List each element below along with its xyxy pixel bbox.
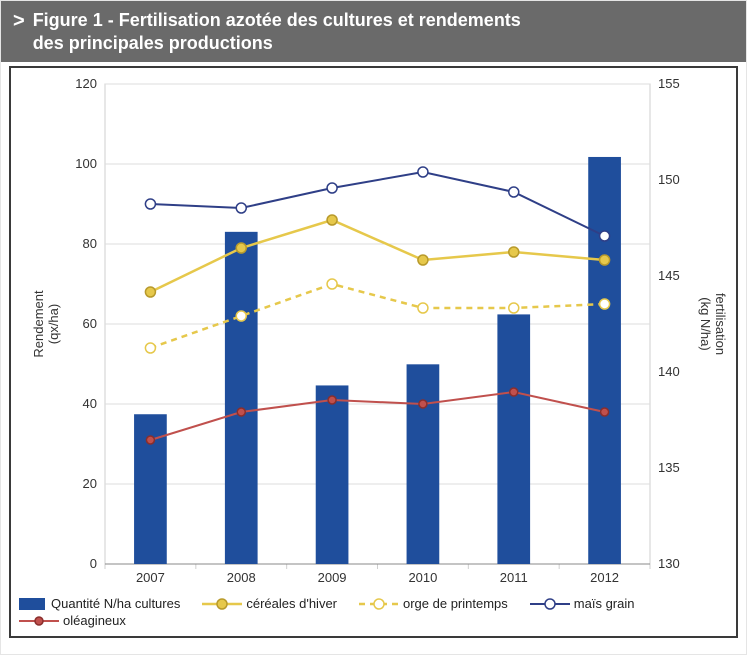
svg-text:145: 145 xyxy=(658,268,680,283)
marker xyxy=(510,388,518,396)
svg-text:2011: 2011 xyxy=(500,570,528,585)
marker xyxy=(328,396,336,404)
svg-text:2008: 2008 xyxy=(227,570,256,585)
marker xyxy=(327,183,337,193)
marker xyxy=(145,343,155,353)
svg-text:2012: 2012 xyxy=(590,570,619,585)
legend-item: Quantité N/ha cultures xyxy=(19,596,180,611)
figure-container: > Figure 1 - Fertilisation azotée des cu… xyxy=(0,0,747,655)
bar xyxy=(407,364,440,564)
svg-text:135: 135 xyxy=(658,460,680,475)
svg-text:2009: 2009 xyxy=(318,570,347,585)
marker xyxy=(236,243,246,253)
svg-text:20: 20 xyxy=(83,476,97,491)
legend-item: orge de printemps xyxy=(359,596,508,611)
svg-text:40: 40 xyxy=(83,396,97,411)
marker xyxy=(327,279,337,289)
svg-text:150: 150 xyxy=(658,172,680,187)
svg-text:140: 140 xyxy=(658,364,680,379)
svg-text:2007: 2007 xyxy=(136,570,165,585)
bar xyxy=(588,157,621,564)
svg-text:155: 155 xyxy=(658,76,680,91)
marker xyxy=(601,408,609,416)
svg-text:fertilisation: fertilisation xyxy=(713,293,728,355)
legend-item: oléagineux xyxy=(19,613,126,628)
bar xyxy=(497,314,530,564)
marker xyxy=(600,299,610,309)
title-line-1: Figure 1 - Fertilisation azotée des cult… xyxy=(33,10,521,30)
marker xyxy=(600,255,610,265)
legend-item: maïs grain xyxy=(530,596,635,611)
svg-text:60: 60 xyxy=(83,316,97,331)
bar xyxy=(316,385,349,564)
marker xyxy=(237,408,245,416)
svg-text:0: 0 xyxy=(90,556,97,571)
svg-text:120: 120 xyxy=(75,76,97,91)
svg-text:2010: 2010 xyxy=(408,570,437,585)
legend-label: oléagineux xyxy=(63,613,126,628)
marker xyxy=(236,311,246,321)
svg-text:(kg N/ha): (kg N/ha) xyxy=(698,297,713,350)
svg-text:Rendement: Rendement xyxy=(31,290,46,358)
svg-text:100: 100 xyxy=(75,156,97,171)
marker xyxy=(418,167,428,177)
chart-outer: 0 20 40 60 80 100 120 130 135 140 145 150 155 2007 200… xyxy=(1,62,746,642)
legend-label: céréales d'hiver xyxy=(246,596,337,611)
marker xyxy=(419,400,427,408)
marker xyxy=(146,436,154,444)
marker xyxy=(509,187,519,197)
svg-text:130: 130 xyxy=(658,556,680,571)
marker xyxy=(418,303,428,313)
marker xyxy=(509,247,519,257)
legend-item: céréales d'hiver xyxy=(202,596,337,611)
marker xyxy=(145,287,155,297)
marker xyxy=(418,255,428,265)
marker xyxy=(236,203,246,213)
marker xyxy=(145,199,155,209)
svg-text:80: 80 xyxy=(83,236,97,251)
svg-text:(qx/ha): (qx/ha) xyxy=(46,304,61,344)
legend-label: orge de printemps xyxy=(403,596,508,611)
chart-svg: 0 20 40 60 80 100 120 130 135 140 145 150 155 2007 200… xyxy=(15,74,730,594)
legend: Quantité N/ha cultures céréales d'hiver or… xyxy=(15,594,732,632)
marker xyxy=(600,231,610,241)
title-line-2: des principales productions xyxy=(33,33,273,53)
figure-title: Figure 1 - Fertilisation azotée des cult… xyxy=(33,9,521,54)
legend-label: Quantité N/ha cultures xyxy=(51,596,180,611)
marker xyxy=(327,215,337,225)
figure-header: > Figure 1 - Fertilisation azotée des cu… xyxy=(1,1,746,62)
chevron-icon: > xyxy=(13,9,25,33)
marker xyxy=(509,303,519,313)
legend-label: maïs grain xyxy=(574,596,635,611)
chart-border: 0 20 40 60 80 100 120 130 135 140 145 150 155 2007 200… xyxy=(9,66,738,638)
bar xyxy=(225,232,258,564)
